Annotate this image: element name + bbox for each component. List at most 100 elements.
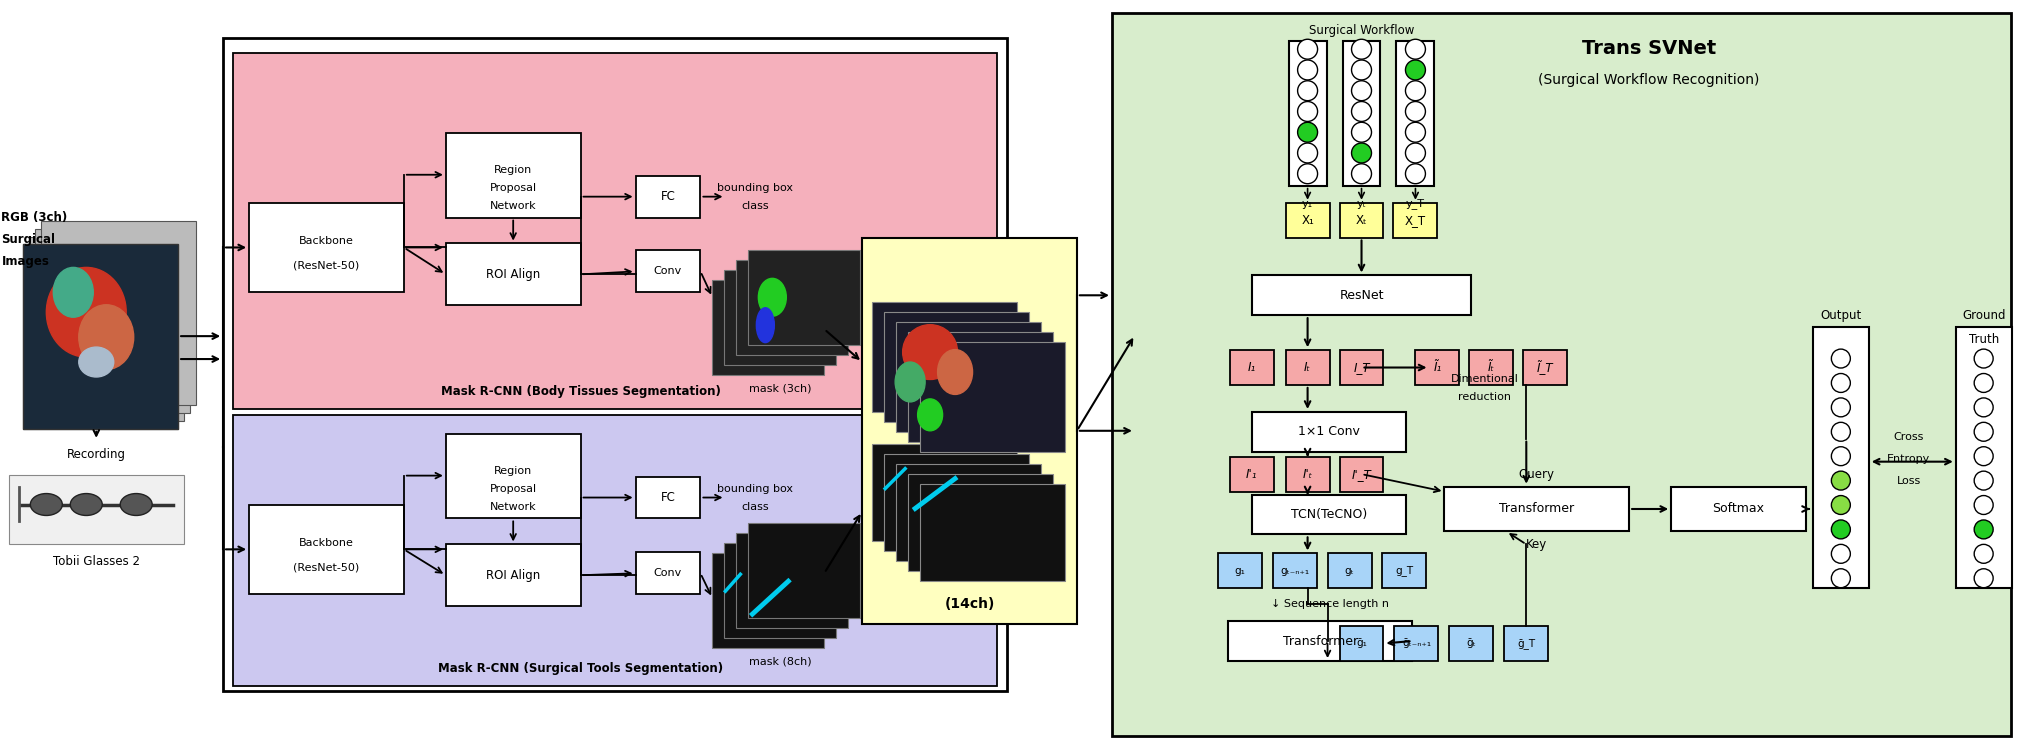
Text: Ĩₜ: Ĩₜ	[1487, 361, 1495, 374]
FancyBboxPatch shape	[1250, 412, 1406, 452]
Circle shape	[1404, 81, 1424, 101]
Text: Softmax: Softmax	[1711, 503, 1764, 515]
Text: (ResNet-50): (ResNet-50)	[293, 261, 360, 270]
FancyBboxPatch shape	[1469, 350, 1513, 385]
Text: Network: Network	[490, 501, 536, 512]
Text: TCN(TeCNO): TCN(TeCNO)	[1291, 508, 1366, 521]
Text: class: class	[740, 201, 769, 211]
Text: g_T: g_T	[1394, 565, 1412, 576]
Text: class: class	[740, 501, 769, 512]
Text: (Surgical Workflow Recognition): (Surgical Workflow Recognition)	[1537, 73, 1758, 87]
FancyBboxPatch shape	[24, 244, 178, 429]
Text: Query: Query	[1517, 468, 1554, 481]
Circle shape	[1972, 398, 1993, 417]
Circle shape	[1972, 568, 1993, 588]
Circle shape	[1831, 374, 1849, 392]
FancyBboxPatch shape	[1339, 456, 1384, 492]
Text: Surgical: Surgical	[2, 233, 55, 246]
FancyBboxPatch shape	[445, 244, 581, 306]
Circle shape	[1972, 422, 1993, 441]
Ellipse shape	[47, 267, 125, 357]
Circle shape	[1404, 102, 1424, 122]
Circle shape	[1297, 102, 1317, 122]
FancyBboxPatch shape	[908, 474, 1052, 571]
Circle shape	[1972, 349, 1993, 368]
Circle shape	[1831, 471, 1849, 490]
FancyBboxPatch shape	[724, 543, 835, 638]
Text: I'ₜ: I'ₜ	[1303, 468, 1313, 480]
Circle shape	[1351, 102, 1372, 122]
Text: FC: FC	[659, 491, 676, 504]
FancyBboxPatch shape	[1444, 486, 1629, 531]
Text: (ResNet-50): (ResNet-50)	[293, 562, 360, 572]
Circle shape	[1297, 81, 1317, 101]
Circle shape	[1972, 495, 1993, 515]
Circle shape	[1351, 60, 1372, 80]
Text: Proposal: Proposal	[490, 183, 536, 193]
FancyBboxPatch shape	[40, 220, 196, 405]
Text: Backbone: Backbone	[299, 539, 354, 548]
FancyBboxPatch shape	[1414, 350, 1459, 385]
Text: Backbone: Backbone	[299, 237, 354, 247]
Circle shape	[1831, 422, 1849, 441]
FancyBboxPatch shape	[736, 533, 848, 628]
Text: Xₜ: Xₜ	[1355, 214, 1368, 226]
Text: Tobii Glasses 2: Tobii Glasses 2	[53, 555, 140, 568]
Text: I₁: I₁	[1246, 361, 1254, 374]
FancyBboxPatch shape	[445, 545, 581, 606]
Text: Region: Region	[494, 465, 532, 476]
FancyBboxPatch shape	[1230, 350, 1272, 385]
Circle shape	[1404, 164, 1424, 184]
Circle shape	[1404, 123, 1424, 142]
Text: ROI Align: ROI Align	[486, 568, 540, 582]
Text: bounding box: bounding box	[716, 483, 793, 494]
FancyBboxPatch shape	[884, 453, 1028, 551]
Text: Ĩ₁: Ĩ₁	[1432, 361, 1440, 374]
Text: bounding box: bounding box	[716, 183, 793, 193]
FancyBboxPatch shape	[445, 133, 581, 217]
Text: Ground: Ground	[1960, 309, 2005, 322]
Text: y_T: y_T	[1406, 198, 1424, 209]
FancyBboxPatch shape	[1341, 41, 1380, 186]
Text: g₁: g₁	[1234, 565, 1244, 576]
Circle shape	[1351, 123, 1372, 142]
FancyBboxPatch shape	[908, 332, 1052, 441]
Text: X₁: X₁	[1301, 214, 1313, 226]
Text: Conv: Conv	[653, 568, 682, 578]
Circle shape	[1972, 520, 1993, 539]
Text: ḡₜ: ḡₜ	[1467, 639, 1475, 648]
Text: gₜ: gₜ	[1343, 565, 1353, 576]
FancyBboxPatch shape	[896, 322, 1040, 432]
Circle shape	[1831, 520, 1849, 539]
Text: Region: Region	[494, 165, 532, 175]
FancyBboxPatch shape	[884, 312, 1028, 422]
FancyBboxPatch shape	[1339, 350, 1384, 385]
FancyBboxPatch shape	[749, 250, 860, 345]
Circle shape	[1972, 545, 1993, 563]
Text: I'₁: I'₁	[1246, 468, 1256, 480]
FancyBboxPatch shape	[920, 342, 1064, 452]
FancyBboxPatch shape	[1339, 202, 1384, 238]
Circle shape	[1831, 568, 1849, 588]
FancyBboxPatch shape	[1503, 626, 1548, 661]
Circle shape	[1351, 164, 1372, 184]
FancyBboxPatch shape	[249, 202, 405, 292]
Text: yₜ: yₜ	[1355, 199, 1366, 208]
Text: mask (8ch): mask (8ch)	[749, 657, 811, 667]
FancyBboxPatch shape	[724, 270, 835, 365]
FancyBboxPatch shape	[749, 524, 860, 618]
Circle shape	[1831, 545, 1849, 563]
FancyBboxPatch shape	[1382, 554, 1426, 588]
Circle shape	[1404, 143, 1424, 163]
Text: ḡ₁: ḡ₁	[1355, 639, 1366, 648]
Text: Cross: Cross	[1894, 432, 1924, 441]
Text: Mask R-CNN (Body Tissues Segmentation): Mask R-CNN (Body Tissues Segmentation)	[441, 385, 720, 398]
Text: Transformer: Transformer	[1499, 503, 1574, 515]
Text: Proposal: Proposal	[490, 483, 536, 494]
FancyBboxPatch shape	[1954, 327, 2011, 588]
Text: Loss: Loss	[1896, 476, 1920, 486]
FancyBboxPatch shape	[1523, 350, 1566, 385]
Text: ↓ Sequence length n: ↓ Sequence length n	[1270, 599, 1388, 609]
Circle shape	[1297, 40, 1317, 59]
FancyBboxPatch shape	[1289, 41, 1325, 186]
